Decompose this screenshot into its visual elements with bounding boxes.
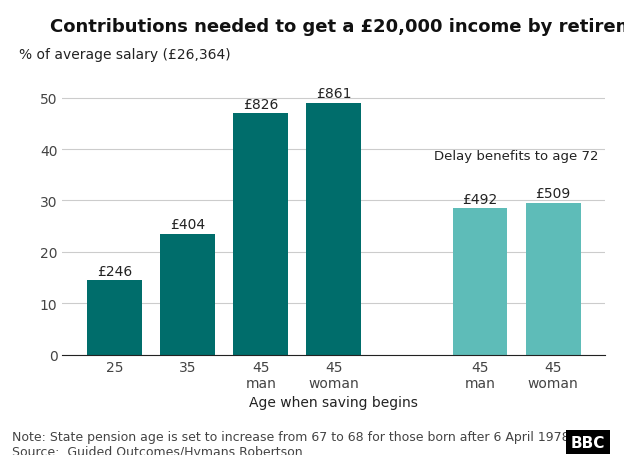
Text: Note: State pension age is set to increase from 67 to 68 for those born after 6 : Note: State pension age is set to increa… <box>12 430 570 443</box>
Bar <box>306 104 361 355</box>
Bar <box>160 234 215 355</box>
Text: £246: £246 <box>97 264 132 278</box>
Text: BBC: BBC <box>571 435 605 450</box>
Bar <box>526 203 580 355</box>
Text: £826: £826 <box>243 97 278 111</box>
Bar <box>233 114 288 355</box>
Bar <box>452 209 507 355</box>
Bar <box>87 281 142 355</box>
X-axis label: Age when saving begins: Age when saving begins <box>250 395 418 410</box>
Text: £509: £509 <box>535 187 571 201</box>
Text: £404: £404 <box>170 218 205 232</box>
Text: £492: £492 <box>462 192 498 206</box>
Text: Contributions needed to get a £20,000 income by retirement: Contributions needed to get a £20,000 in… <box>50 18 624 36</box>
Text: Source:  Guided Outcomes/Hymans Robertson: Source: Guided Outcomes/Hymans Robertson <box>12 445 303 455</box>
Text: Delay benefits to age 72: Delay benefits to age 72 <box>434 150 599 162</box>
Text: % of average salary (£26,364): % of average salary (£26,364) <box>19 47 231 61</box>
Text: £861: £861 <box>316 87 351 101</box>
